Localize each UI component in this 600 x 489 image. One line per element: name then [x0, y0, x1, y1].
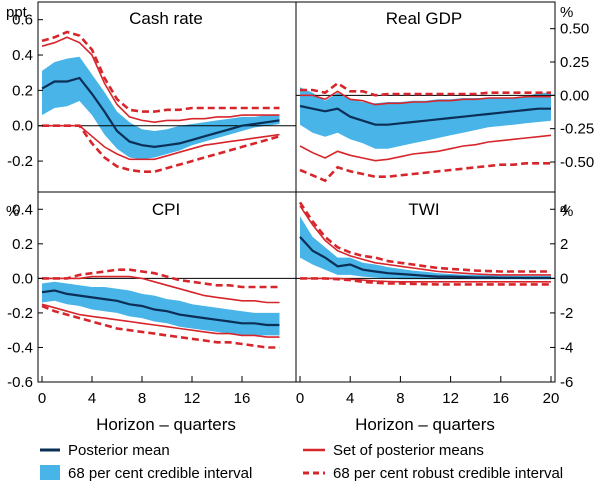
- panel-title: Real GDP: [386, 9, 463, 28]
- panel-title: TWI: [408, 200, 439, 219]
- y-tick-label: -4: [560, 339, 573, 356]
- panel-title: CPI: [152, 200, 180, 219]
- robust-interval-upper-line: [298, 201, 551, 273]
- robust-interval-lower-line: [41, 304, 280, 349]
- robust-interval-lower-line: [42, 124, 280, 173]
- y-tick-label: -0.6: [7, 374, 33, 391]
- y-tick-label: 0.2: [12, 82, 33, 99]
- panel-twi: TWI % -6 -4 -2 0 2 4 0 4 8 12 16 20: [296, 200, 574, 407]
- y-tick-label: 0.0: [12, 118, 33, 135]
- credible-interval-band: [42, 56, 280, 160]
- posterior-mean-line: [299, 104, 551, 126]
- y-tick-label: 0.6: [12, 12, 33, 29]
- x-tick-label: 16: [234, 390, 251, 407]
- posterior-set-lower-line: [41, 303, 280, 338]
- x-tick-label: 0: [296, 390, 304, 407]
- y-tick-label: 0.4: [12, 47, 33, 64]
- posterior-set-upper-line: [299, 205, 551, 276]
- y-tick-label: -0.25: [560, 121, 594, 138]
- legend-swatch-credible-interval: [40, 465, 60, 480]
- posterior-set-lower-line: [299, 134, 552, 162]
- posterior-set-lower-line: [42, 124, 280, 161]
- x-axis-label-right: Horizon – quarters: [355, 415, 495, 434]
- panel-cpi: CPI % -0.6 -0.4 -0.2 0.0 0.2 0.4 0 4 8 12 16: [6, 200, 296, 407]
- panel-title: Cash rate: [129, 9, 203, 28]
- legend-label: Set of posterior means: [333, 442, 484, 459]
- x-tick-label: 4: [88, 390, 96, 407]
- robust-interval-lower-line: [300, 277, 551, 286]
- y-tick-label: -0.2: [7, 153, 33, 170]
- y-tick-label: 0.2: [12, 236, 33, 253]
- legend-item-robust-interval: 68 per cent robust credible interval: [303, 465, 563, 482]
- y-tick-label: 2: [560, 236, 568, 253]
- x-tick-label: 0: [38, 390, 46, 407]
- x-tick-label: 16: [492, 390, 509, 407]
- y-tick-label: -2: [560, 305, 573, 322]
- legend-item-set-of-posterior-means: Set of posterior means: [303, 442, 484, 459]
- y-tick-label: 0: [560, 270, 568, 287]
- legend-label: 68 per cent robust credible interval: [333, 465, 563, 482]
- y-tick-label: -6: [560, 374, 573, 391]
- legend-item-credible-interval: 68 per cent credible interval: [40, 465, 252, 482]
- posterior-set-lower-line: [300, 277, 551, 283]
- y-tick-label: 0.4: [12, 201, 33, 218]
- robust-interval-lower-line: [299, 162, 551, 183]
- robust-interval-upper-line: [42, 268, 280, 289]
- x-tick-label: 12: [184, 390, 201, 407]
- legend-label: 68 per cent credible interval: [68, 465, 252, 482]
- credible-interval-band: [42, 281, 280, 336]
- y-tick-label: -0.2: [7, 305, 33, 322]
- unit-label: ppt: [6, 4, 28, 21]
- credible-interval-band: [300, 87, 551, 149]
- y-tick-label: 0.00: [560, 87, 589, 104]
- legend-label: Posterior mean: [68, 442, 170, 459]
- y-tick-label: 0.25: [560, 54, 589, 71]
- posterior-set-upper-line: [42, 275, 280, 304]
- legend-item-posterior-mean: Posterior mean: [40, 442, 170, 459]
- panel-cash-rate: Cash rate ppt -0.2 0.0 0.2 0.4 0.6: [6, 4, 296, 173]
- x-tick-label: 8: [138, 390, 146, 407]
- posterior-mean-line: [41, 76, 280, 149]
- y-tick-label: 0.0: [12, 270, 33, 287]
- robust-interval-upper-line: [300, 81, 551, 97]
- x-tick-label: 8: [396, 390, 404, 407]
- posterior-set-upper-line: [41, 36, 280, 124]
- x-axis-label-left: Horizon – quarters: [96, 415, 236, 434]
- y-tick-label: -0.4: [7, 339, 33, 356]
- x-tick-label: 4: [346, 390, 354, 407]
- x-tick-label: 12: [442, 390, 459, 407]
- unit-label: %: [560, 4, 573, 21]
- x-tick-label: 20: [543, 390, 560, 407]
- unit-label: %: [560, 203, 573, 220]
- posterior-mean-line: [41, 289, 280, 327]
- credible-interval-band: [300, 216, 551, 280]
- y-tick-label: -0.50: [560, 154, 594, 171]
- posterior-set-upper-line: [300, 90, 551, 106]
- legend: Posterior mean 68 per cent credible inte…: [40, 442, 563, 482]
- posterior-mean-line: [299, 236, 551, 280]
- y-tick-label: 4: [560, 201, 568, 218]
- unit-label: %: [6, 203, 19, 220]
- panel-real-gdp: Real GDP % -0.50 -0.25 0.00 0.25 0.50: [296, 4, 594, 183]
- y-tick-label: 0.50: [560, 21, 589, 38]
